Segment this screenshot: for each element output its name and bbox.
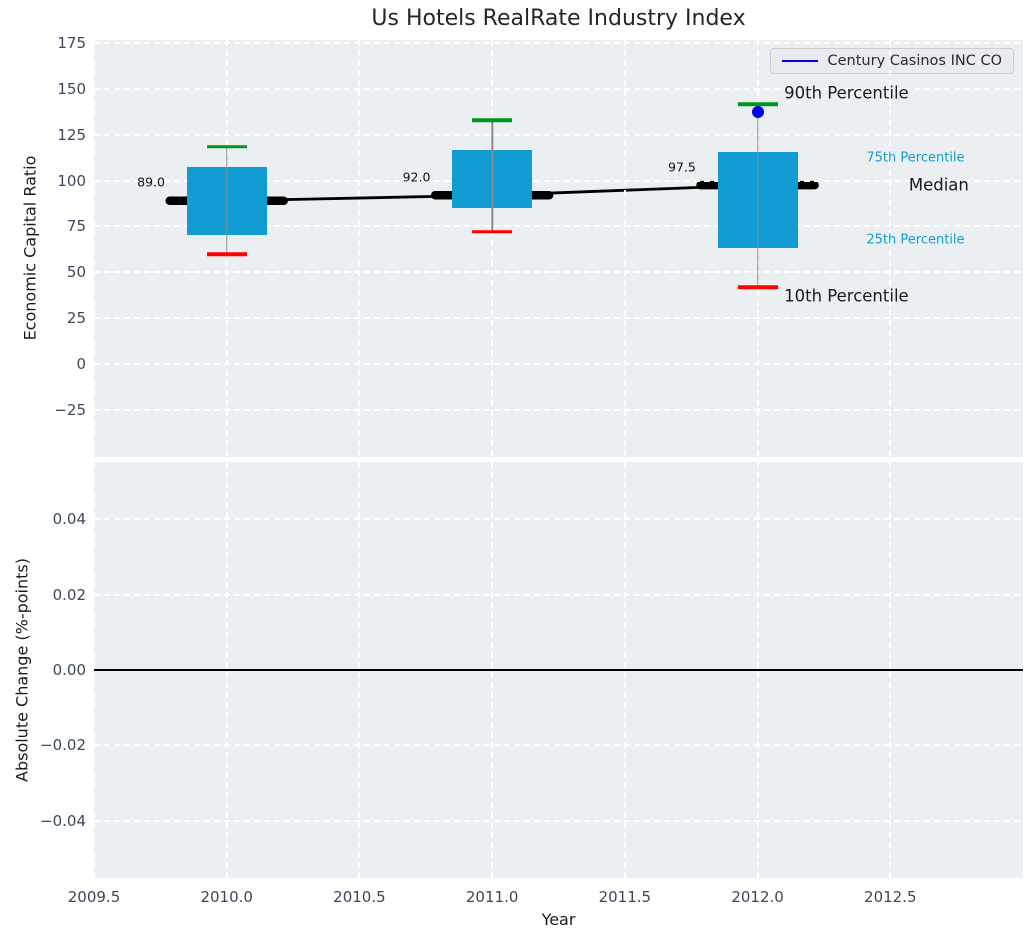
whisker-cap-90th-2010: [206, 144, 247, 149]
whisker-cap-90th-2012: [737, 102, 778, 107]
y-gridline: [94, 225, 1023, 228]
whisker-cap-10th-2011: [472, 230, 513, 234]
y-tick-label: −25: [54, 401, 86, 419]
x-tick-label: 2011.0: [465, 888, 519, 906]
y-gridline: [94, 41, 1023, 44]
annotation-median: Median: [908, 175, 969, 195]
annotation-10th-percentile: 10th Percentile: [784, 286, 909, 306]
y-tick-label: 0.00: [52, 661, 86, 679]
annotation-25th-percentile: 25th Percentile: [866, 232, 965, 248]
legend-label: Century Casinos INC CO: [827, 53, 1002, 69]
y-tick-label: 50: [66, 263, 86, 282]
y-gridline: [94, 87, 1023, 90]
x-tick-label: 2012.5: [864, 888, 917, 906]
y-tick-label: 150: [57, 79, 86, 98]
x-tick-label: 2009.5: [67, 888, 121, 906]
median-value-label-2012: 97.5: [668, 159, 696, 175]
x-gridline: [93, 40, 95, 457]
y-tick-label: 0.02: [52, 585, 86, 604]
annotation-90th-percentile: 90th Percentile: [784, 83, 909, 103]
x-tick-label: 2011.5: [598, 888, 652, 906]
company-point: [751, 105, 764, 118]
y-tick-label: 0.04: [52, 510, 86, 528]
y-gridline: [94, 363, 1023, 366]
y-tick-label: 125: [57, 125, 86, 144]
x-gridline: [358, 40, 361, 457]
whisker-cap-10th-2010: [206, 252, 247, 256]
x-tick-label: 2010.5: [333, 888, 386, 906]
y-gridline: [94, 271, 1023, 274]
whisker-2011: [491, 120, 493, 232]
y-gridline: [94, 744, 1023, 747]
median-value-label-2011: 92.0: [402, 169, 431, 185]
legend: Century Casinos INC CO: [769, 48, 1014, 74]
top-plot-area: Century Casinos INC CO 89.0 92.0 97.5 90th …: [93, 40, 1023, 457]
y-tick-label: 75: [66, 217, 86, 236]
y-gridline: [94, 819, 1023, 822]
y-tick-label: 25: [66, 309, 86, 328]
x-tick-label: 2012.0: [731, 888, 784, 906]
x-gridline: [889, 40, 892, 457]
y-tick-label: 0: [76, 355, 86, 374]
bottom-plot-area: [93, 462, 1023, 878]
zero-change-line: [94, 669, 1023, 671]
y-gridline: [94, 409, 1023, 411]
y-gridline: [94, 179, 1023, 182]
y-tick-label: −0.02: [40, 736, 86, 755]
y-gridline: [94, 518, 1023, 520]
legend-line-swatch: [781, 59, 818, 63]
annotation-75th-percentile: 75th Percentile: [866, 150, 965, 166]
y-tick-label: 100: [57, 171, 86, 190]
y-tick-label: 175: [57, 33, 86, 52]
y-gridline: [94, 317, 1023, 320]
x-gridline: [491, 40, 494, 457]
whisker-2010: [226, 146, 228, 254]
whisker-2012: [756, 104, 759, 288]
y-gridline: [94, 593, 1023, 596]
x-tick-label: 2010.0: [200, 888, 253, 906]
median-value-label-2010: 89.0: [137, 174, 165, 190]
x-gridline: [623, 40, 626, 457]
chart-title: Us Hotels RealRate Industry Index: [371, 6, 746, 31]
y-tick-label: −0.04: [40, 811, 86, 830]
x-axis-label: Year: [541, 910, 576, 929]
whisker-cap-10th-2012: [737, 285, 778, 289]
whisker-cap-90th-2011: [472, 118, 513, 122]
y-gridline: [94, 133, 1023, 136]
